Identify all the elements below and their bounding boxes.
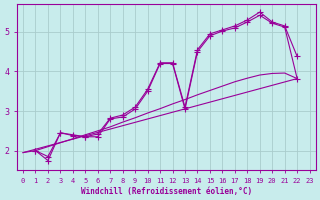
X-axis label: Windchill (Refroidissement éolien,°C): Windchill (Refroidissement éolien,°C) <box>81 187 252 196</box>
